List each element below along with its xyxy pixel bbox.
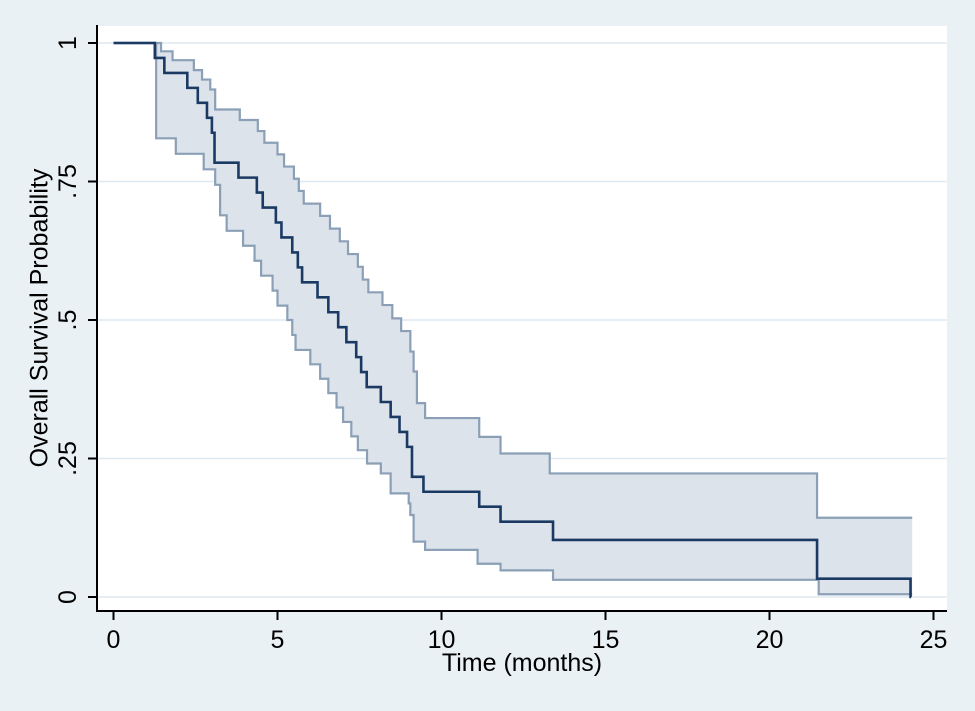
y-tick-label: .75 [54, 164, 82, 199]
x-tick-label: 10 [428, 626, 456, 654]
x-tick-label: 15 [592, 626, 620, 654]
x-tick-label: 5 [271, 626, 285, 654]
ci-upper-line [113, 41, 913, 519]
ci-lower-line [113, 41, 913, 596]
confidence-band [113, 43, 913, 595]
y-tick-label: 0 [54, 590, 82, 604]
y-tick-label: 1 [54, 36, 82, 50]
x-tick-label: 0 [107, 626, 121, 654]
y-tick-label: .25 [54, 441, 82, 476]
x-tick-label: 20 [756, 626, 784, 654]
x-tick-label: 25 [920, 626, 948, 654]
y-axis-title: Overall Survival Probability [25, 168, 54, 468]
x-axis-title: Time (months) [441, 649, 603, 677]
survival-step-line [113, 41, 912, 599]
y-tick-label: .5 [54, 310, 82, 331]
